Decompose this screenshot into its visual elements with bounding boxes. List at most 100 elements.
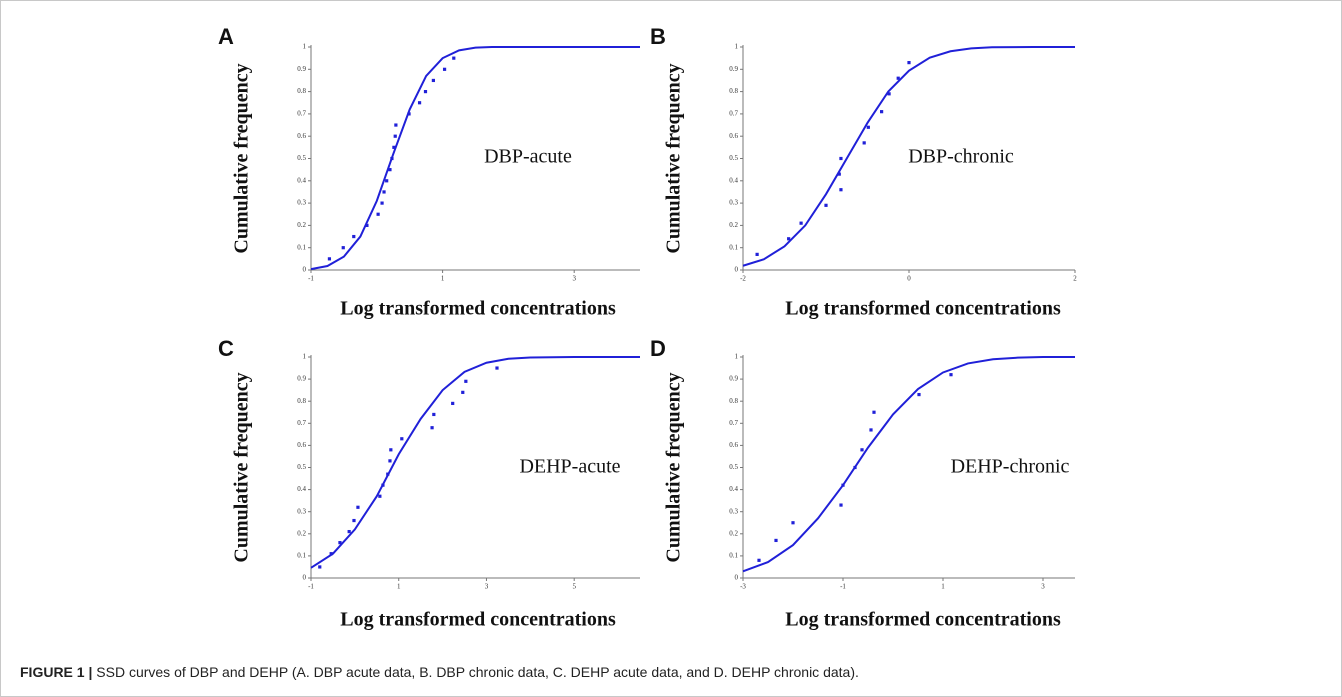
- y-tick-label: 0: [735, 574, 739, 582]
- caption-label: FIGURE 1 |: [20, 664, 92, 680]
- x-axis-title: Log transformed concentrations: [340, 298, 616, 320]
- data-point: [388, 459, 392, 463]
- panel: D 0 0.1 0.2 0.3 0.4 0.5 0.6 0.7 0.8 0.9 1 -3 -1 1 3 Cumu…: [650, 336, 1075, 631]
- y-tick-label: 0.1: [297, 552, 306, 560]
- annotation: DBP-acute: [484, 146, 572, 168]
- data-point: [327, 257, 332, 261]
- x-tick-label: 1: [397, 583, 401, 591]
- x-tick-label: 3: [572, 275, 576, 283]
- data-point: [423, 90, 428, 94]
- panel: A 0 0.1 0.2 0.3 0.4 0.5 0.6 0.7 0.8 0.9 1 -1 1 3 Cumula…: [218, 24, 640, 320]
- data-point: [352, 518, 356, 523]
- y-tick-label: 0.2: [297, 529, 306, 537]
- data-point: [393, 134, 397, 138]
- y-tick-label: 0.8: [729, 397, 738, 405]
- y-tick-label: 0: [303, 266, 307, 274]
- data-point: [385, 179, 389, 183]
- data-point: [431, 78, 435, 83]
- data-point: [390, 156, 394, 161]
- data-point: [839, 188, 843, 192]
- x-axis-title: Log transformed concentrations: [340, 609, 616, 631]
- data-point: [949, 373, 953, 377]
- data-point: [839, 503, 843, 507]
- y-tick-label: 0.5: [297, 463, 306, 471]
- annotation: DEHP-chronic: [951, 456, 1070, 478]
- data-point: [400, 437, 404, 441]
- data-point: [318, 565, 322, 569]
- data-point: [799, 221, 803, 225]
- data-point: [824, 203, 828, 207]
- data-point: [347, 529, 351, 534]
- data-point: [394, 123, 398, 127]
- x-tick-label: 3: [1041, 583, 1045, 591]
- y-tick-label: 0: [735, 266, 739, 274]
- data-point: [755, 252, 759, 256]
- data-point: [380, 201, 384, 205]
- data-point: [917, 392, 921, 397]
- y-tick-label: 0.5: [729, 154, 738, 162]
- x-tick-label: 1: [441, 275, 445, 283]
- data-point: [841, 483, 845, 487]
- data-point: [866, 125, 870, 129]
- y-tick-label: 0.4: [297, 485, 306, 493]
- y-tick-label: 0.4: [297, 176, 306, 184]
- data-point: [839, 156, 843, 161]
- y-tick-label: 0.2: [729, 221, 738, 229]
- data-point: [495, 366, 499, 370]
- fit-curve: [310, 356, 640, 569]
- data-point: [907, 61, 911, 65]
- annotation: DEHP-acute: [519, 456, 620, 478]
- y-axis-title: Cumulative frequency: [231, 372, 253, 562]
- x-tick-label: -1: [840, 583, 846, 591]
- y-tick-label: 0.4: [729, 485, 738, 493]
- y-tick-label: 0.1: [729, 552, 738, 560]
- y-axis-title: Cumulative frequency: [663, 63, 685, 253]
- data-point: [365, 223, 369, 227]
- fit-curve: [742, 356, 1075, 573]
- panel: C 0 0.1 0.2 0.3 0.4 0.5 0.6 0.7 0.8 0.9 1 -1 1 3 5 Cumul…: [218, 336, 640, 631]
- panel-label: D: [650, 336, 666, 361]
- y-tick-label: 0.3: [729, 199, 738, 207]
- data-point: [432, 412, 436, 417]
- y-tick-label: 0.7: [297, 419, 306, 427]
- y-axis-title: Cumulative frequency: [231, 63, 253, 253]
- y-tick-label: 0.8: [297, 87, 306, 95]
- data-point: [329, 552, 333, 556]
- x-tick-label: -1: [308, 583, 314, 591]
- x-tick-label: 1: [941, 583, 945, 591]
- data-point: [386, 472, 390, 476]
- data-point: [338, 541, 342, 545]
- data-point: [356, 505, 360, 509]
- y-tick-label: 0.9: [297, 65, 306, 73]
- y-tick-label: 0.9: [729, 65, 738, 73]
- y-tick-label: 0.6: [297, 132, 306, 140]
- data-point: [378, 494, 382, 498]
- y-axis-title: Cumulative frequency: [663, 372, 685, 562]
- data-point: [417, 101, 422, 105]
- y-tick-label: 0.7: [729, 110, 738, 118]
- x-tick-label: 5: [572, 583, 576, 591]
- panel-label: B: [650, 24, 666, 49]
- data-point: [896, 76, 900, 80]
- x-tick-label: 3: [485, 583, 489, 591]
- y-tick-label: 0.8: [729, 87, 738, 95]
- y-tick-label: 0.4: [729, 176, 738, 184]
- y-tick-label: 0.3: [729, 507, 738, 515]
- y-tick-label: 0.6: [729, 441, 738, 449]
- panel-label: A: [218, 24, 234, 49]
- fit-curve: [742, 46, 1075, 267]
- data-point: [869, 428, 873, 432]
- data-point: [880, 110, 884, 114]
- x-tick-label: -3: [740, 583, 746, 591]
- y-tick-label: 1: [735, 43, 739, 51]
- data-point: [787, 237, 791, 241]
- data-point: [464, 379, 468, 383]
- y-tick-label: 0.5: [297, 154, 306, 162]
- panel: B00.10.20.30.40.50.60.70.80.91-2 0 2Cumula…: [650, 24, 1077, 320]
- annotation: DBP-chronic: [908, 146, 1014, 168]
- data-point: [837, 172, 841, 176]
- y-tick-label: 0.6: [729, 132, 738, 140]
- y-tick-label: 0.2: [729, 529, 738, 537]
- data-point: [451, 401, 455, 406]
